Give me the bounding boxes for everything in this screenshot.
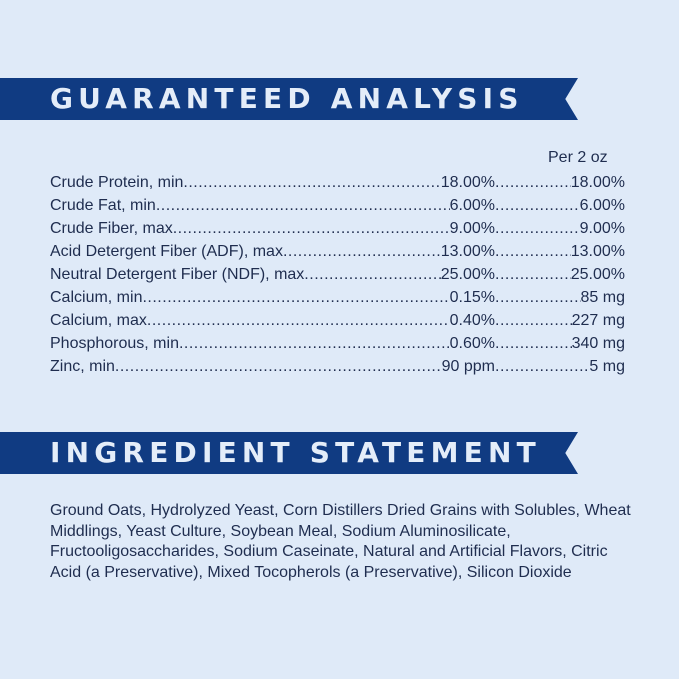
dot-leader [304,263,440,286]
nutrient-label: Acid Detergent Fiber (ADF), max [50,243,283,260]
dot-leader [183,171,440,194]
dot-leader [495,240,571,263]
dot-leader [495,194,580,217]
table-row: Phosphorous, min 0.60% 340 mg [50,332,625,355]
dot-leader [495,309,572,332]
per-serving-value: 18.00% [570,174,625,191]
guaranteed-analysis-banner: GUARANTEED ANALYSIS [0,78,578,120]
percent-value: 0.40% [449,312,495,329]
percent-value: 25.00% [440,266,495,283]
dot-leader [495,355,589,378]
per-serving-cell: 5 mg [495,355,625,378]
percent-value: 0.15% [449,289,495,306]
percent-value: 9.00% [449,220,495,237]
dot-leader [495,263,571,286]
table-row: Zinc, min 90 ppm 5 mg [50,355,625,378]
dot-leader [495,332,572,355]
per-serving-cell: 340 mg [495,332,625,355]
table-row: Acid Detergent Fiber (ADF), max 13.00% 13.… [50,240,625,263]
dot-leader [142,286,449,309]
per-serving-cell: 9.00% [495,217,625,240]
dot-leader [147,309,450,332]
per-serving-value: 25.00% [570,266,625,283]
ingredient-statement-heading: INGREDIENT STATEMENT [50,436,541,469]
per-serving-cell: 13.00% [495,240,625,263]
per-serving-cell: 85 mg [495,286,625,309]
dot-leader [179,332,450,355]
table-row: Crude Fat, min 6.00% 6.00% [50,194,625,217]
nutrient-label: Calcium, min [50,289,143,306]
dot-leader [495,286,581,309]
per-serving-cell: 18.00% [495,171,625,194]
table-row: Calcium, min 0.15% 85 mg [50,286,625,309]
table-row: Crude Protein, min 18.00% 18.00% [50,171,625,194]
per-serving-cell: 6.00% [495,194,625,217]
per-serving-value: 85 mg [580,289,625,306]
table-row: Crude Fiber, max 9.00% 9.00% [50,217,625,240]
nutrient-label: Calcium, max [50,312,147,329]
per-serving-value: 340 mg [571,335,625,352]
ingredient-statement-banner: INGREDIENT STATEMENT [0,432,578,474]
per-serving-value: 227 mg [571,312,625,329]
percent-value: 0.60% [449,335,495,352]
dot-leader [283,240,441,263]
per-serving-cell: 25.00% [495,263,625,286]
dot-leader [173,217,450,240]
nutrient-label: Crude Fiber, max [50,220,173,237]
nutrient-label: Crude Fat, min [50,197,156,214]
percent-value: 13.00% [440,243,495,260]
dot-leader [495,171,571,194]
analysis-table: Crude Protein, min 18.00% 18.00% Crude Fat,… [50,171,625,378]
percent-value: 90 ppm [441,358,495,375]
nutrient-label: Neutral Detergent Fiber (NDF), max [50,266,305,283]
ingredient-list: Ground Oats, Hydrolyzed Yeast, Corn Dist… [50,502,631,581]
dot-leader [156,194,450,217]
per-serving-cell: 227 mg [495,309,625,332]
table-row: Calcium, max 0.40% 227 mg [50,309,625,332]
nutrient-label: Phosphorous, min [50,335,179,352]
percent-value: 18.00% [440,174,495,191]
per-serving-value: 9.00% [579,220,625,237]
guaranteed-analysis-heading: GUARANTEED ANALYSIS [50,82,524,115]
per-serving-value: 13.00% [570,243,625,260]
per-serving-value: 5 mg [589,358,625,375]
per-serving-header: Per 2 oz [548,149,608,166]
nutrient-label: Zinc, min [50,358,115,375]
dot-leader [115,355,442,378]
nutrient-label: Crude Protein, min [50,174,184,191]
table-row: Neutral Detergent Fiber (NDF), max 25.00%… [50,263,625,286]
dot-leader [495,217,580,240]
per-serving-value: 6.00% [579,197,625,214]
percent-value: 6.00% [449,197,495,214]
